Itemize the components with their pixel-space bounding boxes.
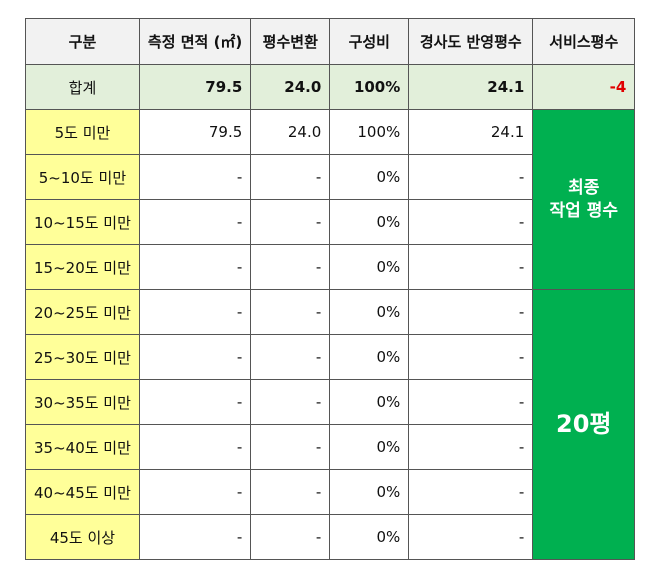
final-label-text: 최종 작업 평수 — [549, 177, 619, 221]
row-ratio: 0% — [329, 244, 410, 290]
row-slope-pyeong: - — [408, 199, 534, 245]
header-ratio: 구성비 — [329, 18, 410, 65]
table-row: 5도 미만 79.5 24.0 100% 24.1 최종 작업 평수 — [25, 109, 636, 290]
header-slope-pyeong: 경사도 반영평수 — [408, 18, 534, 65]
row-ratio: 0% — [329, 334, 410, 380]
row-label: 10~15도 미만 — [25, 199, 140, 245]
total-area: 79.5 — [138, 64, 252, 110]
row-area: - — [138, 469, 252, 515]
header-area: 측정 면적 (㎡) — [138, 18, 252, 65]
row-area: 79.5 — [138, 109, 252, 155]
row-area: - — [138, 154, 252, 200]
table-row: 30~35도 미만 - - 0% - — [25, 379, 635, 425]
row-label: 30~35도 미만 — [25, 379, 140, 425]
row-slope-pyeong: - — [408, 334, 534, 380]
final-pyeong-value: 20평 — [532, 289, 636, 560]
row-area: - — [138, 334, 252, 380]
row-slope-pyeong: - — [408, 469, 534, 515]
row-slope-pyeong: - — [408, 244, 534, 290]
row-area: - — [138, 379, 252, 425]
row-slope-pyeong: - — [408, 289, 534, 335]
row-ratio: 0% — [329, 469, 410, 515]
row-ratio: 100% — [329, 109, 410, 155]
row-pyeong: - — [250, 289, 331, 335]
row-area: - — [138, 244, 252, 290]
row-slope-pyeong: - — [408, 379, 534, 425]
row-slope-pyeong: - — [408, 424, 534, 470]
table-row: 35~40도 미만 - - 0% - — [25, 424, 635, 470]
header-row: 구분 측정 면적 (㎡) 평수변환 구성비 경사도 반영평수 서비스평수 — [25, 18, 636, 65]
row-ratio: 0% — [329, 199, 410, 245]
header-pyeong: 평수변환 — [250, 18, 331, 65]
table-row: 20~25도 미만 - - 0% - 20평 — [25, 289, 636, 560]
table-row: 45도 이상 - - 0% - — [25, 514, 635, 560]
row-area: - — [138, 424, 252, 470]
row-label: 35~40도 미만 — [25, 424, 140, 470]
row-slope-pyeong: 24.1 — [408, 109, 534, 155]
total-ratio: 100% — [329, 64, 410, 110]
header-service: 서비스평수 — [532, 18, 636, 65]
total-row: 합계 79.5 24.0 100% 24.1 -4 — [25, 64, 636, 110]
row-slope-pyeong: - — [408, 514, 534, 560]
table-row: 25~30도 미만 - - 0% - — [25, 334, 635, 380]
row-label: 45도 이상 — [25, 514, 140, 560]
row-pyeong: - — [250, 199, 331, 245]
table-row: 5~10도 미만 - - 0% - — [25, 154, 635, 200]
row-pyeong: 24.0 — [250, 109, 331, 155]
total-pyeong: 24.0 — [250, 64, 331, 110]
total-slope-pyeong: 24.1 — [408, 64, 534, 110]
row-area: - — [138, 514, 252, 560]
row-label: 5~10도 미만 — [25, 154, 140, 200]
row-label: 25~30도 미만 — [25, 334, 140, 380]
table-row: 15~20도 미만 - - 0% - — [25, 244, 635, 290]
total-label: 합계 — [25, 64, 140, 110]
row-ratio: 0% — [329, 424, 410, 470]
row-label: 5도 미만 — [25, 109, 140, 155]
final-work-pyeong-label: 최종 작업 평수 — [532, 109, 636, 290]
row-area: - — [138, 199, 252, 245]
total-service: -4 — [532, 64, 636, 110]
row-pyeong: - — [250, 334, 331, 380]
row-pyeong: - — [250, 514, 331, 560]
row-ratio: 0% — [329, 514, 410, 560]
row-ratio: 0% — [329, 154, 410, 200]
row-slope-pyeong: - — [408, 154, 534, 200]
row-label: 15~20도 미만 — [25, 244, 140, 290]
header-category: 구분 — [25, 18, 140, 65]
row-pyeong: - — [250, 244, 331, 290]
row-ratio: 0% — [329, 289, 410, 335]
row-label: 40~45도 미만 — [25, 469, 140, 515]
row-pyeong: - — [250, 379, 331, 425]
row-pyeong: - — [250, 154, 331, 200]
row-pyeong: - — [250, 424, 331, 470]
row-area: - — [138, 289, 252, 335]
row-ratio: 0% — [329, 379, 410, 425]
slope-area-table: 구분 측정 면적 (㎡) 평수변환 구성비 경사도 반영평수 서비스평수 합계 … — [25, 18, 636, 560]
row-pyeong: - — [250, 469, 331, 515]
row-label: 20~25도 미만 — [25, 289, 140, 335]
